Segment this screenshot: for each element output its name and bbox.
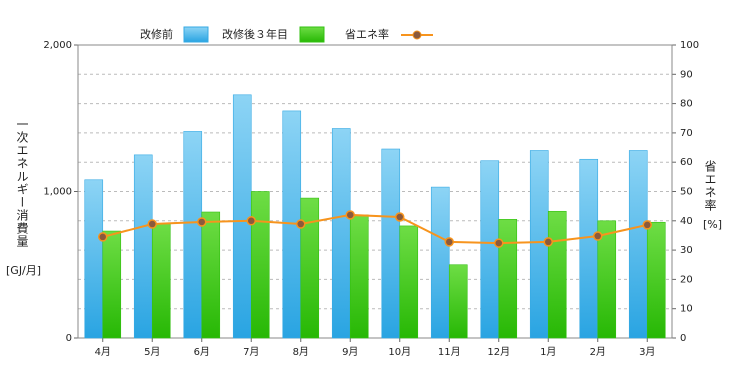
x-tick-label: 4月 <box>95 346 111 358</box>
bar <box>183 131 203 339</box>
line-marker <box>246 216 256 226</box>
y2-tick-label: 50 <box>680 187 693 198</box>
y2-axis-label: 省エネ率 <box>703 160 717 212</box>
y2-tick-label: 70 <box>680 128 693 139</box>
y2-tick-label: 20 <box>680 274 693 285</box>
bar <box>331 128 351 339</box>
bar <box>597 220 617 339</box>
bar <box>430 186 450 339</box>
bar <box>84 179 104 339</box>
line-marker <box>296 219 306 229</box>
x-tick-label: 5月 <box>144 346 160 358</box>
line-marker <box>197 217 207 227</box>
x-tick-label: 8月 <box>293 346 309 358</box>
legend-swatch <box>299 26 325 43</box>
bar <box>480 160 500 339</box>
y2-tick-label: 30 <box>680 245 693 256</box>
y-tick-label: 0 <box>66 333 72 344</box>
line-marker <box>98 232 108 242</box>
x-tick-label: 1月 <box>540 346 556 358</box>
bar <box>448 264 468 339</box>
x-tick-label: 12月 <box>487 346 510 358</box>
x-tick-label: 9月 <box>342 346 358 358</box>
line-marker <box>345 210 355 220</box>
x-tick-label: 10月 <box>388 346 411 358</box>
bar <box>628 150 648 339</box>
legend-swatch <box>183 26 209 43</box>
y-axis-label: 一次エネルギー消費量 <box>15 118 29 248</box>
legend-label: 改修前 <box>140 27 173 41</box>
line-marker <box>494 238 504 248</box>
line-marker <box>642 220 652 230</box>
line-marker <box>593 231 603 241</box>
x-tick-label: 11月 <box>438 346 461 358</box>
y2-tick-label: 0 <box>680 333 686 344</box>
x-tick-label: 2月 <box>590 346 606 358</box>
bar <box>151 223 171 339</box>
y2-tick-label: 40 <box>680 216 693 227</box>
line <box>102 213 648 245</box>
bar <box>300 197 320 339</box>
bar <box>349 214 369 339</box>
y2-tick-label: 90 <box>680 69 693 80</box>
y2-axis-unit: [%] <box>703 218 723 231</box>
bar <box>547 210 567 339</box>
x-tick-label: 7月 <box>243 346 259 358</box>
y2-tick-label: 80 <box>680 99 693 110</box>
y2-tick-label: 10 <box>680 304 693 315</box>
y-axis-unit: [GJ/月] <box>6 264 42 277</box>
bar <box>646 221 666 339</box>
line-marker <box>395 212 405 222</box>
x-tick-label: 3月 <box>639 346 655 358</box>
bar <box>579 158 599 339</box>
bar <box>399 225 419 339</box>
bar <box>498 219 518 339</box>
y2-tick-label: 100 <box>680 40 699 51</box>
y2-tick-label: 60 <box>680 157 693 168</box>
plot-frame <box>77 44 673 339</box>
bar <box>102 230 122 339</box>
legend-marker <box>412 30 422 40</box>
legend-label: 改修後３年目 <box>222 27 288 41</box>
line-marker <box>444 237 454 247</box>
line-marker <box>147 219 157 229</box>
bar <box>133 154 153 339</box>
y-tick-label: 1,000 <box>43 187 72 198</box>
bar <box>232 94 252 339</box>
legend-label: 省エネ率 <box>345 27 389 41</box>
bar <box>201 211 221 339</box>
line-marker <box>543 237 553 247</box>
x-tick-label: 6月 <box>194 346 210 358</box>
y-tick-label: 2,000 <box>43 40 72 51</box>
bar <box>250 191 270 339</box>
bar <box>381 148 401 339</box>
